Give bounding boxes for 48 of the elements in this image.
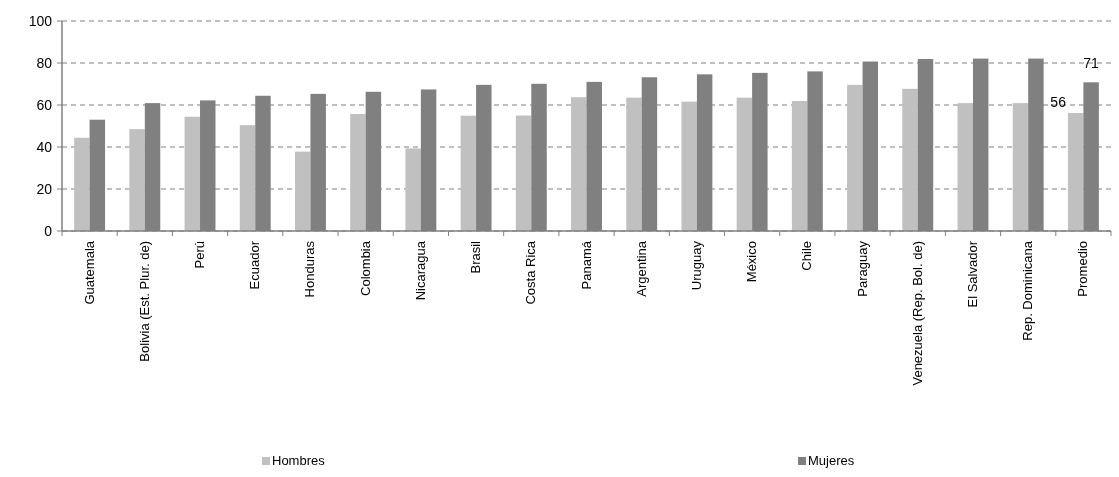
bar <box>847 84 863 231</box>
bar <box>571 97 587 231</box>
legend-label: Mujeres <box>808 453 855 468</box>
bar <box>129 129 145 231</box>
bar <box>957 103 973 231</box>
x-tick-label: Guatemala <box>81 240 97 305</box>
x-tick-label: El Salvador <box>964 240 980 308</box>
bar <box>74 137 90 231</box>
y-tick-label: 80 <box>36 54 53 71</box>
x-tick-label: Perú <box>192 241 208 269</box>
bar <box>626 97 642 231</box>
x-tick-label: Promedio <box>1075 241 1091 297</box>
y-tick-label: 100 <box>28 12 53 29</box>
y-tick-label: 20 <box>36 180 53 197</box>
data-label: 56 <box>1050 93 1067 110</box>
x-tick-label: Rep. Dominicana <box>1020 240 1036 341</box>
bar <box>239 125 256 231</box>
bar <box>294 151 311 231</box>
x-tick-label: Honduras <box>302 240 318 298</box>
x-tick-label: Panamá <box>578 240 594 290</box>
data-label: 71 <box>1083 55 1100 72</box>
y-tick-label: 0 <box>44 222 53 239</box>
bar <box>902 88 918 231</box>
bar <box>515 115 532 231</box>
y-tick-label: 60 <box>36 96 53 113</box>
y-tick-label: 40 <box>36 138 53 155</box>
x-tick-label: Chile <box>799 241 815 271</box>
x-tick-label: Colombia <box>357 240 373 296</box>
bar <box>736 97 753 231</box>
x-tick-label: Ecuador <box>247 240 263 290</box>
x-tick-label: México <box>744 241 760 283</box>
legend-label: Hombres <box>272 453 326 468</box>
x-tick-label: Bolivia (Est. Plur. de) <box>136 241 152 362</box>
x-tick-label: Brasil <box>468 240 484 274</box>
x-tick-label: Uruguay <box>688 240 704 291</box>
bar <box>1067 112 1084 231</box>
x-tick-label: Venezuela (Rep. Bol. de) <box>909 241 925 386</box>
bar <box>184 116 201 231</box>
bar <box>791 101 808 231</box>
x-tick-label: Argentina <box>633 240 649 297</box>
bar <box>681 101 697 231</box>
x-tick-label: Costa Rica <box>523 240 539 305</box>
bar <box>350 114 366 231</box>
bar <box>405 148 421 231</box>
x-tick-label: Paraguay <box>854 240 870 297</box>
bar <box>1012 103 1029 231</box>
x-tick-label: Nicaragua <box>412 240 428 301</box>
bar <box>460 115 477 231</box>
